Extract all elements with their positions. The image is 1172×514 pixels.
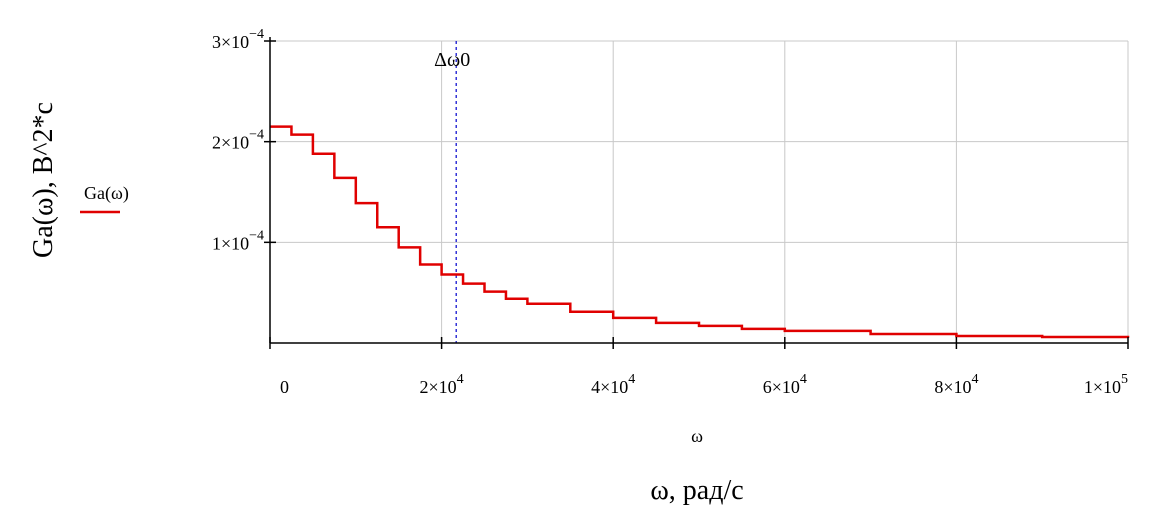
y-tick-label: 2×10−4 bbox=[212, 128, 264, 153]
x-tick-label: 6×104 bbox=[763, 372, 807, 397]
series-line bbox=[270, 125, 1130, 339]
x-tick-label: 0 bbox=[280, 377, 289, 397]
y-axis-title: Ga(ω), В^2*с bbox=[28, 102, 59, 258]
x-tick-label: 4×104 bbox=[591, 372, 635, 397]
marker-label: Δω0 bbox=[434, 49, 470, 71]
y-tick-label: 3×10−4 bbox=[212, 27, 264, 52]
x-tick-label: 2×104 bbox=[420, 372, 464, 397]
legend-label: Ga(ω) bbox=[84, 183, 129, 204]
y-tick-label: 1×10−4 bbox=[212, 228, 264, 253]
x-axis-title: ω, рад/с bbox=[650, 475, 743, 506]
x-tick-label: 1×105 bbox=[1084, 372, 1128, 397]
x-variable-label: ω bbox=[691, 426, 703, 446]
x-tick-label: 8×104 bbox=[934, 372, 978, 397]
